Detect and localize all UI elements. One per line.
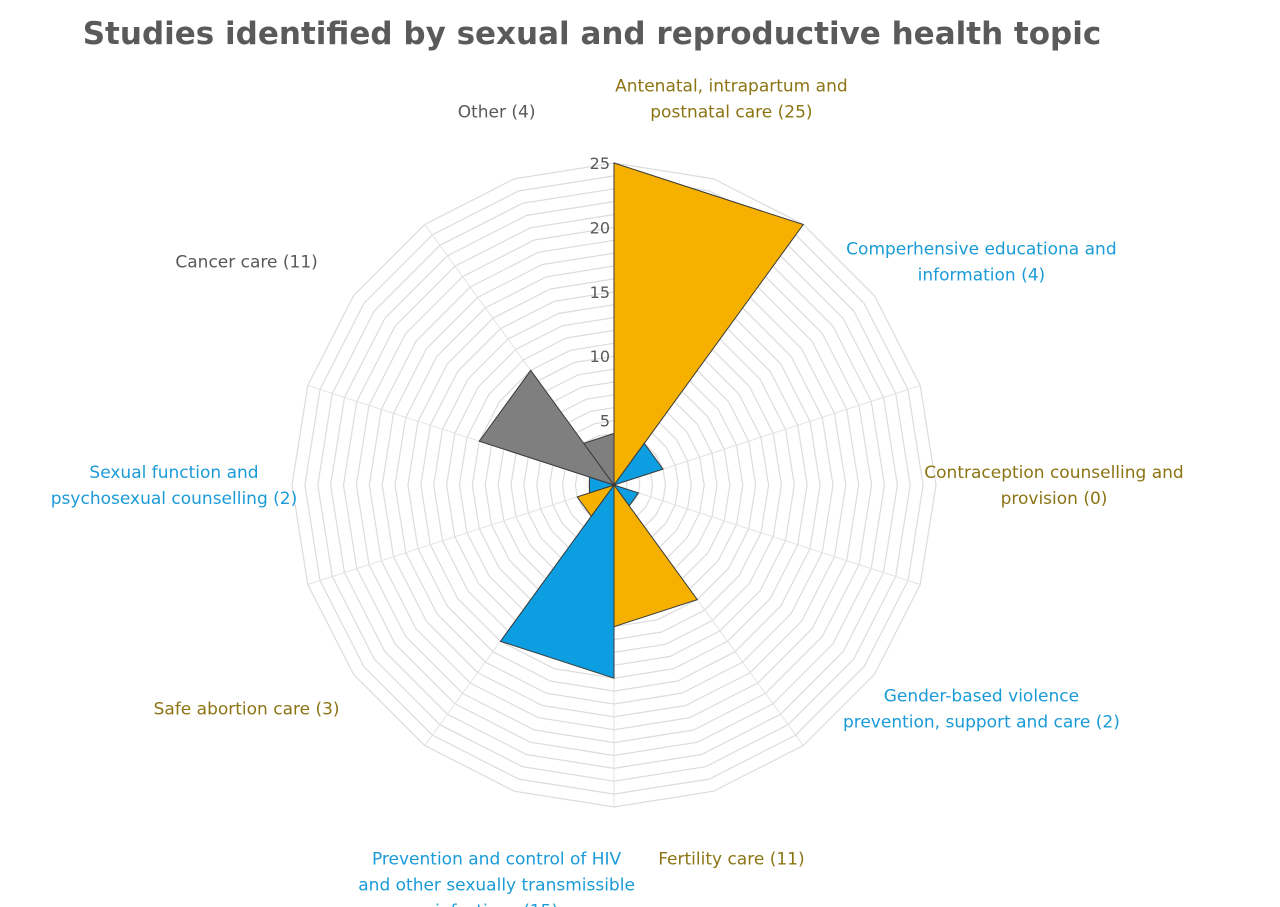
grid-spoke bbox=[613, 385, 921, 486]
category-label-line: Prevention and control of HIV bbox=[372, 849, 622, 869]
category-label-4: Fertility care (11) bbox=[658, 849, 804, 869]
bar-9 bbox=[582, 432, 615, 487]
label-layer: Antenatal, intrapartum and postnatal care… bbox=[51, 77, 1184, 907]
bar-0 bbox=[613, 162, 805, 487]
category-label-8: Cancer care (11) bbox=[175, 253, 317, 273]
category-label-5: Prevention and control of HIV and other s… bbox=[358, 849, 635, 907]
category-label-6: Safe abortion care (3) bbox=[154, 699, 340, 719]
grid-spoke bbox=[307, 484, 615, 585]
category-label-line: psychosexual counselling (2) bbox=[51, 489, 297, 509]
radial-tick-label: 25 bbox=[590, 154, 610, 173]
radial-tick-label: 10 bbox=[590, 347, 610, 366]
category-label-line: Comperhensive educationa and bbox=[846, 240, 1116, 260]
bar-1 bbox=[612, 442, 664, 486]
category-label-9: Other (4) bbox=[458, 103, 536, 123]
category-label-3: Gender-based violence prevention, support… bbox=[843, 686, 1120, 732]
radial-tick-label: 5 bbox=[600, 412, 610, 431]
category-label-line: Cancer care (11) bbox=[175, 253, 317, 273]
bar-5 bbox=[499, 483, 615, 679]
category-label-line: Contraception counselling and bbox=[924, 463, 1183, 483]
category-label-line: Antenatal, intrapartum and bbox=[615, 77, 848, 97]
radial-tick-label: 20 bbox=[590, 218, 610, 237]
category-label-line: Other (4) bbox=[458, 103, 536, 123]
grid-spoke bbox=[613, 484, 921, 585]
chart-title: Studies identified by sexual and reprodu… bbox=[83, 16, 1102, 52]
bar-8 bbox=[478, 369, 616, 486]
tick-layer: 5 10 15 20 25 bbox=[590, 154, 610, 431]
category-label-line: postnatal care (25) bbox=[650, 103, 812, 123]
category-label-line: and other sexually transmissible bbox=[358, 875, 635, 895]
category-label-1: Comperhensive educationa and information … bbox=[846, 240, 1116, 286]
category-label-line: prevention, support and care (2) bbox=[843, 712, 1120, 732]
radial-tick-label: 15 bbox=[590, 283, 610, 302]
category-label-2: Contraception counselling and provision (… bbox=[924, 463, 1183, 509]
bar-layer bbox=[478, 162, 805, 679]
category-label-line: infections (15) bbox=[435, 901, 558, 907]
category-label-line: Sexual function and bbox=[89, 463, 258, 483]
category-label-line: information (4) bbox=[918, 266, 1046, 286]
category-label-line: Safe abortion care (3) bbox=[154, 699, 340, 719]
category-label-0: Antenatal, intrapartum and postnatal care… bbox=[615, 77, 848, 123]
category-label-line: Gender-based violence bbox=[884, 686, 1079, 706]
category-label-7: Sexual function and psychosexual counsell… bbox=[51, 463, 297, 509]
category-label-line: provision (0) bbox=[1001, 489, 1108, 509]
category-label-line: Fertility care (11) bbox=[658, 849, 804, 869]
